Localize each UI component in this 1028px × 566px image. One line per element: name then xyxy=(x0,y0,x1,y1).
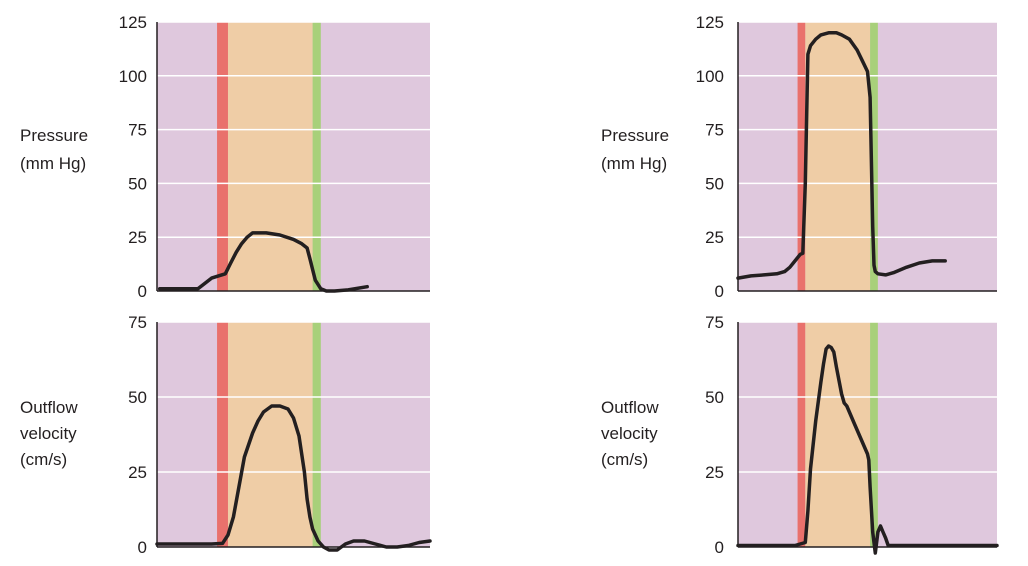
y-tick-label: 75 xyxy=(705,313,724,332)
series-line xyxy=(736,31,947,280)
y-axis-title-line: velocity xyxy=(601,424,658,443)
y-tick-label: 25 xyxy=(705,463,724,482)
isovolumic-relaxation-band xyxy=(312,322,321,547)
y-tick-label: 0 xyxy=(138,282,147,301)
series-line xyxy=(155,404,432,552)
y-tick-label: 100 xyxy=(696,67,724,86)
y-tick-label: 75 xyxy=(128,313,147,332)
y-axis-title-line: Outflow xyxy=(20,398,78,417)
y-tick-label: 0 xyxy=(715,538,724,557)
isovolumic-relaxation-band xyxy=(312,22,321,291)
y-tick-label: 0 xyxy=(715,282,724,301)
top-right-pressure-panel: 0 25 50 75 100 125 Pressure (mm Hg) xyxy=(601,13,997,301)
y-axis-title-line: (cm/s) xyxy=(601,450,648,469)
y-tick-label: 0 xyxy=(138,538,147,557)
isovolumic-contraction-band xyxy=(797,322,806,547)
isovolumic-contraction-band xyxy=(797,22,806,291)
isovolumic-contraction-band xyxy=(217,22,228,291)
y-tick-label: 50 xyxy=(128,174,147,193)
ejection-band xyxy=(227,22,313,291)
y-tick-label: 25 xyxy=(128,463,147,482)
series-line xyxy=(157,231,369,293)
y-tick-label: 75 xyxy=(705,121,724,140)
y-tick-label: 125 xyxy=(696,13,724,32)
y-tick-label: 25 xyxy=(128,228,147,247)
isovolumic-contraction-band xyxy=(217,322,228,547)
y-axis-title-line: (mm Hg) xyxy=(601,154,667,173)
y-tick-label: 25 xyxy=(705,228,724,247)
y-axis-title-line: Pressure xyxy=(20,126,88,145)
bottom-right-velocity-panel: 0 25 50 75 Outflow velocity (cm/s) xyxy=(601,313,999,557)
series-line xyxy=(736,344,999,555)
y-tick-label: 50 xyxy=(705,174,724,193)
isovolumic-relaxation-band xyxy=(870,322,878,547)
y-axis-title-line: Outflow xyxy=(601,398,659,417)
y-tick-label: 125 xyxy=(119,13,147,32)
y-axis-title-line: (mm Hg) xyxy=(20,154,86,173)
y-axis-title-line: (cm/s) xyxy=(20,450,67,469)
isovolumic-relaxation-band xyxy=(870,22,878,291)
top-left-pressure-panel: 0 25 50 75 100 125 Pressure (mm Hg) xyxy=(20,13,430,301)
y-tick-label: 50 xyxy=(128,388,147,407)
y-axis-title-line: Pressure xyxy=(601,126,669,145)
y-axis-title-line: velocity xyxy=(20,424,77,443)
bottom-left-velocity-panel: 0 25 50 75 Outflow velocity (cm/s) xyxy=(20,313,432,557)
y-tick-label: 50 xyxy=(705,388,724,407)
ejection-band xyxy=(805,22,871,291)
y-tick-label: 100 xyxy=(119,67,147,86)
y-tick-label: 75 xyxy=(128,121,147,140)
